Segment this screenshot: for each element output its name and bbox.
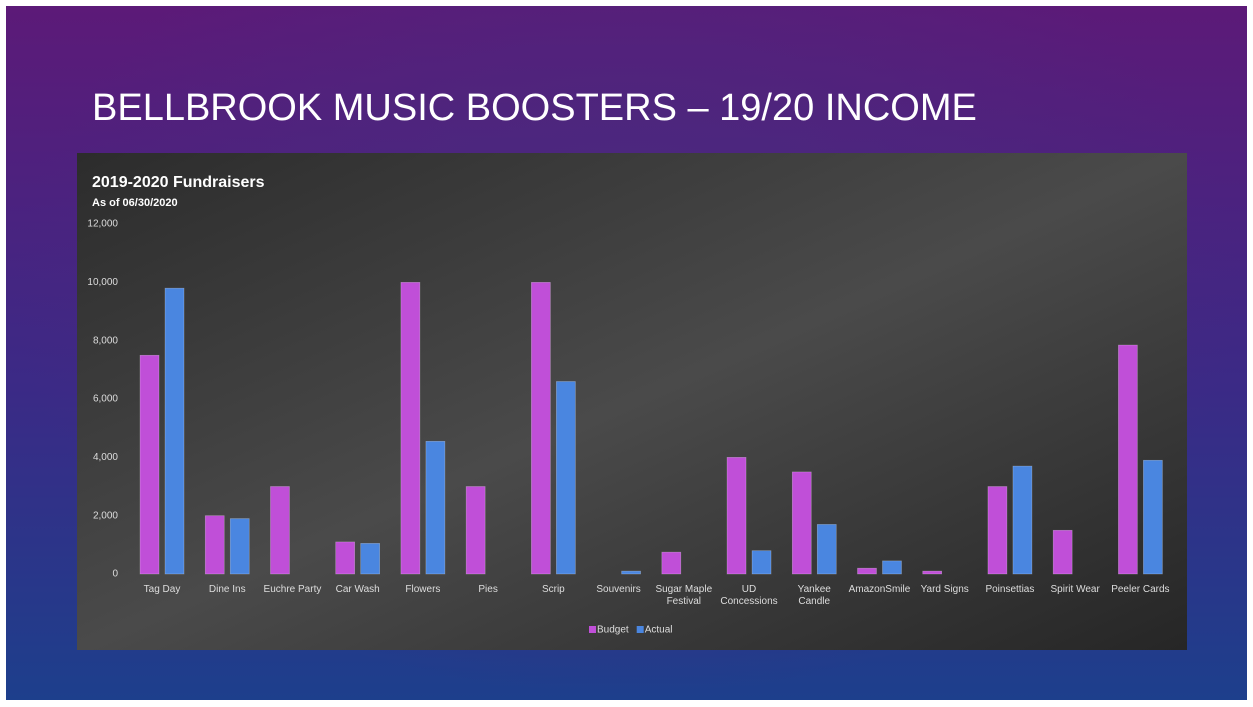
chart-area [77, 153, 1187, 650]
bar [465, 486, 486, 575]
x-tick-label: Spirit Wear [1050, 584, 1100, 595]
legend-label: Budget [597, 625, 629, 636]
bar [556, 381, 576, 575]
x-tick-label-box: Euchre Party [263, 584, 322, 595]
x-tick-label-box: Scrip [541, 584, 565, 595]
bar [400, 282, 421, 575]
bar [1143, 459, 1163, 575]
bar [335, 541, 355, 575]
bar [791, 471, 812, 575]
x-tick-label: Souvenirs [596, 584, 641, 595]
legend-swatch [589, 626, 596, 633]
bar [1052, 529, 1073, 575]
y-tick-label: 2,000 [93, 510, 118, 521]
x-tick-label-box: AmazonSmile [848, 584, 911, 595]
y-tick-label: 4,000 [93, 452, 118, 463]
bar [726, 457, 747, 575]
x-tick-label: Scrip [541, 584, 565, 595]
bar [425, 440, 446, 575]
y-tick-label: 12,000 [87, 219, 118, 230]
x-tick-label-box: Flowers [405, 584, 441, 595]
bar [531, 282, 551, 575]
bar [1118, 344, 1138, 575]
bar [922, 570, 943, 575]
x-tick-label-box: Sugar Maple Festival [655, 584, 713, 607]
x-tick-label-box: Car Wash [335, 584, 380, 595]
slide-title: BELLBROOK MUSIC BOOSTERS – 19/20 INCOME [92, 87, 977, 129]
bar [987, 486, 1008, 575]
bar [139, 354, 160, 575]
bar [204, 515, 225, 575]
chart-subtitle: As of 06/30/2020 [92, 197, 178, 209]
x-tick-label-box: Tag Day [143, 584, 181, 595]
x-tick-label: Yankee Candle [797, 584, 831, 607]
bar [360, 543, 380, 575]
legend-swatch [636, 626, 644, 633]
x-tick-label: Peeler Cards [1111, 584, 1170, 595]
x-tick-label-box: Poinsettias [985, 584, 1035, 595]
bar [857, 567, 877, 575]
x-tick-label-box: Pies [478, 584, 498, 595]
bar [882, 560, 902, 575]
x-tick-label: AmazonSmile [848, 584, 911, 595]
y-tick-label: 0 [112, 569, 118, 580]
x-tick-label: Euchre Party [263, 584, 322, 595]
x-tick-label: Car Wash [335, 584, 380, 595]
bar [621, 570, 641, 575]
x-tick-label-box: Dine Ins [208, 584, 246, 595]
legend-label: Actual [645, 625, 673, 636]
chart-title: 2019-2020 Fundraisers [92, 174, 265, 191]
x-tick-label: UD Concessions [720, 584, 778, 607]
x-tick-label-box: Yard Signs [920, 584, 969, 595]
bar [229, 518, 250, 575]
bar [751, 550, 772, 575]
x-tick-label: Sugar Maple Festival [655, 584, 713, 607]
bar [1012, 465, 1033, 575]
x-tick-label: Tag Day [143, 584, 181, 595]
bar [164, 287, 185, 575]
x-tick-label: Dine Ins [208, 584, 246, 595]
x-tick-label: Poinsettias [985, 584, 1035, 595]
x-tick-label: Yard Signs [920, 584, 969, 595]
bar [270, 486, 290, 575]
y-tick-label: 6,000 [93, 394, 118, 405]
x-tick-label-box: Souvenirs [596, 584, 641, 595]
bar [661, 551, 682, 575]
x-tick-label-box: Yankee Candle [797, 584, 831, 607]
x-tick-label-box: Peeler Cards [1111, 584, 1170, 595]
y-tick-label: 8,000 [93, 335, 118, 346]
y-tick-label: 10,000 [87, 277, 118, 288]
x-tick-label: Pies [478, 584, 498, 595]
bar [816, 524, 837, 575]
x-tick-label-box: Spirit Wear [1050, 584, 1100, 595]
x-tick-label-box: UD Concessions [720, 584, 778, 607]
x-tick-label: Flowers [405, 584, 441, 595]
